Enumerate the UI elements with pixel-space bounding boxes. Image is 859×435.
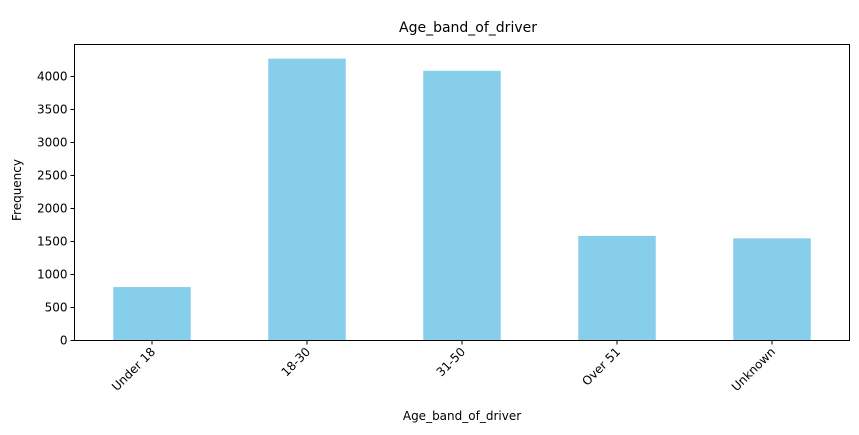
y-tick-label: 4000	[37, 70, 68, 84]
plot-frame	[74, 44, 850, 341]
y-tick-label: 2000	[37, 202, 68, 216]
bar-31-50	[423, 70, 501, 341]
x-tick-label: Under 18	[109, 345, 158, 394]
y-tick-label: 0	[60, 334, 68, 348]
bar-18-30	[268, 58, 346, 341]
y-tick-label: 3500	[37, 103, 68, 117]
bar-unknown	[733, 238, 811, 341]
y-axis-label: Frequency	[10, 159, 24, 221]
x-axis-label: Age_band_of_driver	[403, 409, 521, 423]
bar-over-51	[578, 235, 656, 341]
y-tick-label: 1500	[37, 235, 68, 249]
chart-title: Age_band_of_driver	[399, 20, 537, 36]
x-tick-label: 31-50	[434, 345, 469, 380]
y-tick-label: 500	[45, 301, 68, 315]
y-tick-label: 1000	[37, 268, 68, 282]
x-tick-label: Over 51	[579, 345, 623, 389]
y-tick-label: 3000	[37, 136, 68, 150]
plot-area: Under 18 18-30 31-50 Over 51 Unknown 0 500 1000…	[37, 58, 811, 394]
x-tick-label: 18-30	[279, 345, 314, 380]
x-tick-label: Unknown	[729, 345, 778, 394]
bar-under-18	[113, 287, 191, 341]
y-tick-label: 2500	[37, 169, 68, 183]
